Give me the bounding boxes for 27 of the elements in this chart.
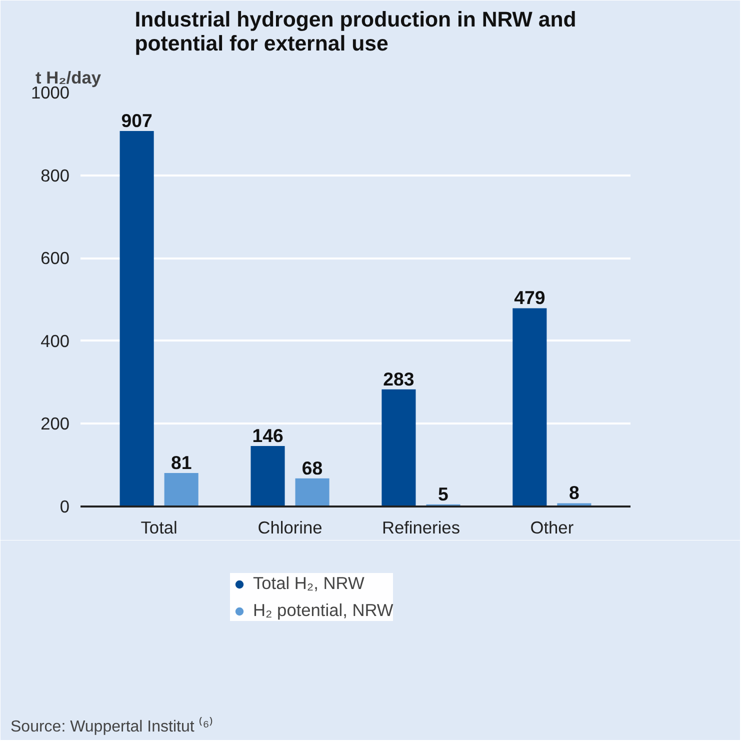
bar	[120, 131, 154, 506]
bar	[250, 446, 285, 506]
data-label: 81	[170, 452, 192, 473]
data-label: 68	[302, 457, 323, 478]
chart-title: Industrial hydrogen production in NRW and potential for external use	[134, 8, 576, 56]
y-tick-label: 0	[60, 496, 70, 516]
bar	[295, 478, 330, 506]
data-label: 8	[569, 482, 580, 504]
legend-label: H₂ potential, NRW	[253, 600, 394, 621]
data-label: 907	[121, 110, 152, 131]
x-tick-label: Chlorine	[258, 518, 322, 538]
y-tick-label: 400	[40, 330, 70, 351]
y-tick-label: 800	[40, 165, 70, 186]
y-tick-label: 200	[40, 414, 70, 434]
x-tick-label: Total	[140, 518, 178, 538]
data-label: 283	[383, 368, 414, 390]
x-tick-label: Other	[530, 518, 574, 538]
bar	[164, 472, 198, 506]
bar	[382, 389, 416, 506]
bar	[512, 308, 547, 506]
data-label: 146	[252, 425, 284, 446]
x-tick-label: Refineries	[382, 518, 460, 538]
data-label: 479	[514, 287, 546, 308]
y-tick-label: 600	[40, 248, 70, 268]
data-label: 5	[438, 483, 448, 504]
legend-label: Total H₂, NRW	[253, 573, 364, 594]
source-note: Source: Wuppertal Institut ⁽⁶⁾	[10, 716, 214, 736]
